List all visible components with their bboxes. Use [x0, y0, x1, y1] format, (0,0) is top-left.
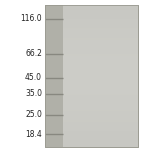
Bar	[63, 106, 138, 108]
Bar	[63, 15, 138, 17]
Bar	[63, 122, 138, 124]
Bar	[63, 136, 138, 138]
Bar	[63, 4, 138, 6]
Bar	[63, 78, 138, 79]
Bar	[63, 118, 138, 120]
Bar	[63, 97, 138, 99]
Bar	[63, 69, 138, 70]
Bar	[63, 104, 138, 106]
Bar	[63, 12, 138, 13]
Text: 18.4: 18.4	[25, 130, 42, 139]
Bar	[63, 131, 138, 133]
Bar	[63, 70, 138, 72]
Bar	[63, 35, 138, 37]
FancyBboxPatch shape	[45, 4, 138, 147]
Bar	[63, 24, 138, 26]
Bar	[63, 92, 138, 94]
Bar	[63, 79, 138, 81]
Text: 116.0: 116.0	[20, 14, 42, 23]
Bar	[63, 133, 138, 135]
Bar	[63, 31, 138, 33]
Bar	[63, 108, 138, 110]
Bar	[63, 81, 138, 83]
FancyBboxPatch shape	[45, 4, 63, 147]
Bar	[63, 42, 138, 44]
Bar	[63, 28, 138, 29]
Bar	[63, 83, 138, 85]
Bar	[63, 38, 138, 40]
Bar	[63, 117, 138, 118]
Bar	[63, 26, 138, 28]
Bar	[63, 138, 138, 140]
Bar	[63, 110, 138, 111]
Bar	[63, 76, 138, 78]
Bar	[63, 129, 138, 131]
Bar	[63, 54, 138, 56]
Text: 25.0: 25.0	[25, 110, 42, 119]
Bar	[63, 56, 138, 58]
Bar	[63, 115, 138, 117]
Bar	[63, 145, 138, 147]
Bar	[63, 140, 138, 142]
Bar	[63, 10, 138, 12]
Bar	[63, 120, 138, 122]
Bar	[63, 51, 138, 53]
Bar	[63, 127, 138, 129]
Bar	[63, 58, 138, 60]
Bar	[63, 8, 138, 10]
Bar	[63, 21, 138, 22]
Bar	[63, 45, 138, 47]
Bar	[63, 142, 138, 143]
Bar	[63, 19, 138, 21]
Bar	[63, 95, 138, 97]
Bar	[63, 6, 138, 8]
Bar	[63, 72, 138, 74]
Bar	[63, 47, 138, 49]
Bar	[63, 99, 138, 101]
Bar	[63, 63, 138, 65]
Bar	[63, 74, 138, 76]
Text: 45.0: 45.0	[25, 74, 42, 82]
Bar	[63, 102, 138, 104]
Bar	[63, 143, 138, 145]
Bar	[63, 53, 138, 54]
Bar	[63, 94, 138, 95]
Bar	[63, 113, 138, 115]
Text: 66.2: 66.2	[25, 49, 42, 58]
Bar	[63, 86, 138, 88]
Bar	[63, 88, 138, 90]
Bar	[63, 33, 138, 35]
Bar	[63, 65, 138, 67]
Bar	[63, 124, 138, 126]
Bar	[63, 29, 138, 31]
Bar	[63, 44, 138, 45]
Bar	[63, 126, 138, 127]
Bar	[63, 17, 138, 19]
Text: 35.0: 35.0	[25, 89, 42, 98]
Bar	[63, 22, 138, 24]
Bar	[63, 111, 138, 113]
Bar	[63, 67, 138, 69]
Bar	[63, 135, 138, 136]
Bar	[63, 49, 138, 51]
Bar	[63, 61, 138, 63]
Bar	[63, 37, 138, 38]
Bar	[63, 90, 138, 92]
Bar	[63, 101, 138, 102]
Bar	[63, 13, 138, 15]
Bar	[63, 60, 138, 61]
Bar	[63, 40, 138, 42]
Bar	[63, 85, 138, 86]
